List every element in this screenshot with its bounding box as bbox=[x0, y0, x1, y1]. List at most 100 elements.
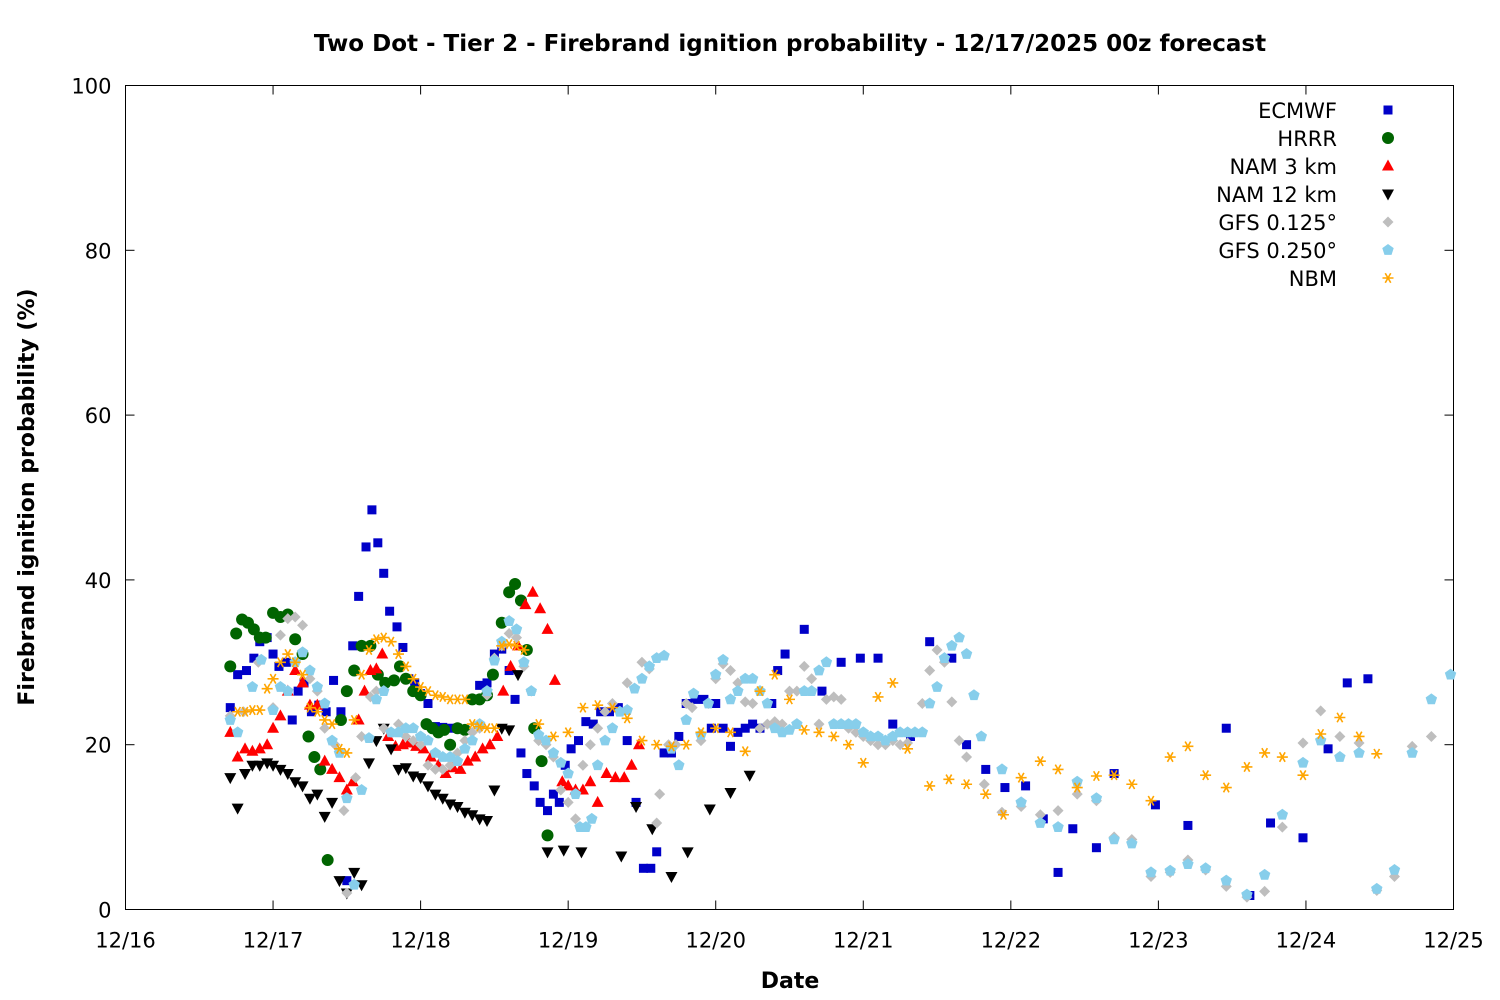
data-point bbox=[348, 867, 361, 879]
data-point bbox=[659, 748, 669, 758]
data-point bbox=[584, 739, 596, 751]
data-point bbox=[461, 754, 474, 766]
data-point bbox=[311, 789, 324, 801]
data-point bbox=[407, 722, 419, 734]
data-point bbox=[1052, 805, 1064, 817]
data-point bbox=[835, 718, 847, 729]
data-point bbox=[658, 649, 670, 661]
legend-marker bbox=[1382, 216, 1394, 228]
data-point bbox=[318, 754, 331, 766]
data-point bbox=[439, 767, 452, 779]
data-point bbox=[784, 694, 795, 705]
data-point bbox=[541, 622, 554, 634]
data-point bbox=[348, 714, 360, 726]
data-point bbox=[703, 804, 716, 816]
data-point bbox=[303, 793, 316, 805]
data-point bbox=[350, 772, 362, 784]
data-point bbox=[1259, 747, 1271, 759]
data-point bbox=[746, 672, 759, 684]
data-point bbox=[429, 690, 441, 701]
data-point bbox=[560, 760, 570, 770]
data-point bbox=[813, 664, 825, 676]
data-point bbox=[535, 797, 545, 807]
data-point bbox=[835, 693, 847, 705]
data-point bbox=[916, 698, 928, 709]
x-tick-label: 12/24 bbox=[1276, 929, 1337, 953]
data-point bbox=[424, 750, 437, 762]
data-point bbox=[289, 664, 302, 676]
data-point bbox=[355, 784, 368, 795]
data-point bbox=[717, 653, 729, 665]
x-tick-label: 12/22 bbox=[981, 929, 1042, 953]
data-point bbox=[632, 738, 645, 750]
data-point bbox=[459, 742, 471, 754]
y-tick-label: 60 bbox=[85, 404, 112, 428]
data-point bbox=[483, 738, 496, 750]
x-tick-label: 12/18 bbox=[390, 929, 451, 953]
data-point bbox=[370, 685, 382, 697]
data-point bbox=[606, 722, 619, 734]
data-point bbox=[481, 816, 494, 828]
data-point bbox=[334, 713, 347, 726]
data-point bbox=[1000, 783, 1010, 793]
data-point bbox=[548, 673, 561, 685]
data-point bbox=[820, 656, 833, 668]
data-point bbox=[293, 686, 303, 696]
data-point bbox=[630, 802, 643, 813]
data-point bbox=[909, 726, 921, 738]
data-point bbox=[529, 781, 539, 791]
legend-label: NAM 3 km bbox=[1229, 155, 1337, 179]
data-point bbox=[311, 706, 323, 717]
series-points bbox=[225, 505, 1373, 900]
data-point bbox=[931, 644, 943, 656]
data-point bbox=[615, 851, 628, 863]
data-point bbox=[233, 670, 243, 680]
data-point bbox=[239, 742, 252, 754]
data-point bbox=[872, 691, 884, 703]
data-point bbox=[341, 792, 353, 804]
data-point bbox=[902, 743, 914, 754]
data-point bbox=[724, 665, 736, 677]
data-point bbox=[239, 706, 251, 717]
data-point bbox=[525, 685, 537, 696]
data-point bbox=[348, 664, 361, 677]
x-axis: 12/16 12/17 12/18 12/19 12/20 12/21 12/22 12/23… bbox=[95, 85, 1484, 953]
data-point bbox=[916, 726, 929, 738]
data-point bbox=[378, 685, 390, 696]
data-point bbox=[281, 657, 291, 667]
data-point bbox=[333, 771, 346, 783]
data-point bbox=[638, 863, 648, 873]
data-point bbox=[402, 736, 415, 748]
data-point bbox=[1425, 730, 1437, 742]
data-point bbox=[481, 685, 493, 696]
data-point bbox=[540, 734, 552, 746]
data-point bbox=[548, 789, 558, 799]
x-tick-label: 12/19 bbox=[538, 929, 599, 953]
data-points bbox=[224, 505, 1457, 903]
data-point bbox=[1323, 744, 1333, 754]
data-point bbox=[333, 746, 346, 758]
data-point bbox=[342, 876, 352, 886]
data-point bbox=[338, 805, 350, 817]
data-point bbox=[414, 689, 427, 702]
data-point bbox=[799, 624, 809, 634]
data-point bbox=[239, 769, 252, 781]
data-point bbox=[224, 660, 237, 673]
data-point bbox=[541, 829, 554, 842]
series-points bbox=[224, 615, 1457, 900]
data-point bbox=[421, 781, 434, 793]
data-point bbox=[1164, 751, 1176, 763]
data-point bbox=[646, 863, 656, 873]
data-point bbox=[1406, 746, 1418, 758]
data-point bbox=[378, 632, 390, 643]
data-point bbox=[1034, 809, 1046, 821]
data-point bbox=[224, 713, 236, 725]
data-point bbox=[297, 669, 309, 680]
data-point bbox=[711, 699, 721, 708]
data-point bbox=[1353, 746, 1365, 758]
data-point bbox=[1034, 816, 1047, 828]
data-point bbox=[724, 787, 737, 799]
data-point bbox=[488, 723, 500, 734]
data-point bbox=[739, 672, 751, 684]
data-point bbox=[1021, 781, 1031, 791]
